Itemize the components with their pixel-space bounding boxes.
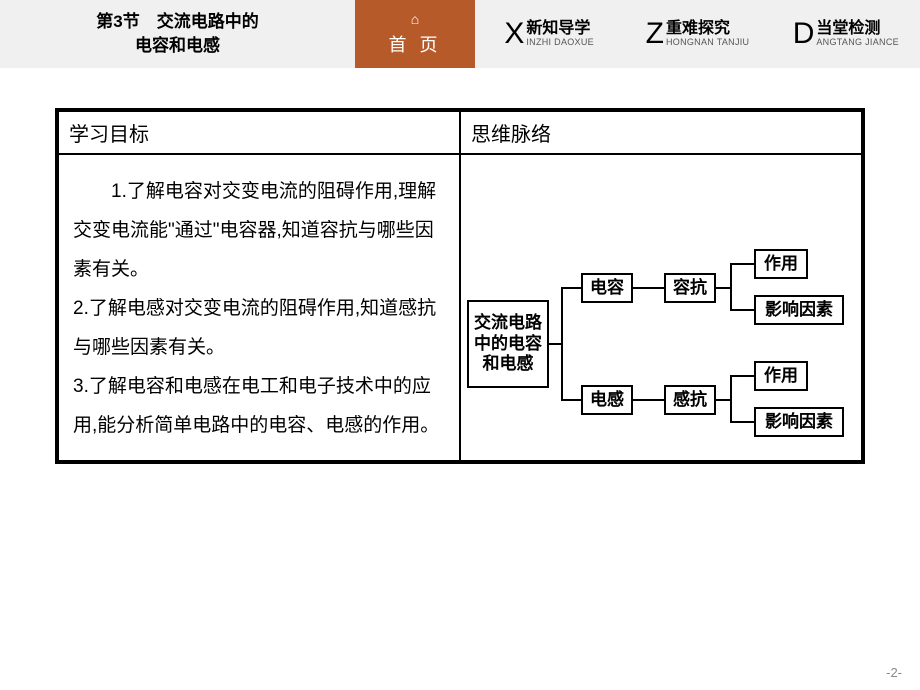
tab-zhongnan[interactable]: Z 重难探究 HONGNAN TANJIU — [623, 0, 771, 68]
objectives-cell: 1.了解电容对交变电流的阻碍作用,理解交变电流能"通过"电容器,知道容抗与哪些因… — [57, 154, 460, 462]
node-root: 交流电路中的电容和电感 — [467, 300, 549, 388]
chapter-title: 第3节 交流电路中的 电容和电感 — [0, 0, 355, 68]
node-factor-2: 影响因素 — [754, 407, 844, 437]
tab-xinzhi[interactable]: X 新知导学 INZHI DAOXUE — [475, 0, 623, 68]
tab-en: HONGNAN TANJIU — [666, 38, 749, 48]
col1-header: 学习目标 — [57, 110, 460, 154]
node-effect-2: 作用 — [754, 361, 808, 391]
objectives-table: 学习目标 思维脉络 1.了解电容对交变电流的阻碍作用,理解交变电流能"通过"电容… — [55, 108, 865, 464]
node-factor-1: 影响因素 — [754, 295, 844, 325]
objectives-text: 1.了解电容对交变电流的阻碍作用,理解交变电流能"通过"电容器,知道容抗与哪些因… — [73, 173, 445, 446]
node-capacitor: 电容 — [581, 273, 633, 303]
tab-home[interactable]: ⌂ 首 页 — [355, 0, 475, 68]
header-bar: 第3节 交流电路中的 电容和电感 ⌂ 首 页 X 新知导学 INZHI DAOX… — [0, 0, 920, 68]
mindmap-diagram: 交流电路中的电容和电感 电容 电感 容抗 感抗 作用 影响因素 作用 影响因素 — [461, 155, 861, 460]
node-capacitive-reactance: 容抗 — [664, 273, 716, 303]
mindmap-cell: 交流电路中的电容和电感 电容 电感 容抗 感抗 作用 影响因素 作用 影响因素 — [460, 154, 863, 462]
home-label: 首 页 — [388, 31, 441, 57]
tab-en: ANGTANG JIANCE — [816, 38, 899, 48]
col2-header: 思维脉络 — [460, 110, 863, 154]
tab-zh: 新知导学 — [526, 20, 594, 38]
node-inductive-reactance: 感抗 — [664, 385, 716, 415]
node-effect-1: 作用 — [754, 249, 808, 279]
tab-letter: D — [793, 17, 815, 51]
title-line1: 第3节 交流电路中的 — [96, 10, 258, 34]
tab-letter: Z — [646, 17, 664, 51]
tab-zh: 当堂检测 — [816, 20, 899, 38]
tab-letter: X — [504, 17, 524, 51]
home-icon: ⌂ — [411, 11, 419, 27]
tab-zh: 重难探究 — [666, 20, 749, 38]
title-line2: 电容和电感 — [96, 34, 258, 58]
page-number: -2- — [886, 665, 902, 680]
content-area: 学习目标 思维脉络 1.了解电容对交变电流的阻碍作用,理解交变电流能"通过"电容… — [0, 68, 920, 464]
tab-dangtang[interactable]: D 当堂检测 ANGTANG JIANCE — [772, 0, 920, 68]
node-inductor: 电感 — [581, 385, 633, 415]
tab-en: INZHI DAOXUE — [526, 38, 594, 48]
